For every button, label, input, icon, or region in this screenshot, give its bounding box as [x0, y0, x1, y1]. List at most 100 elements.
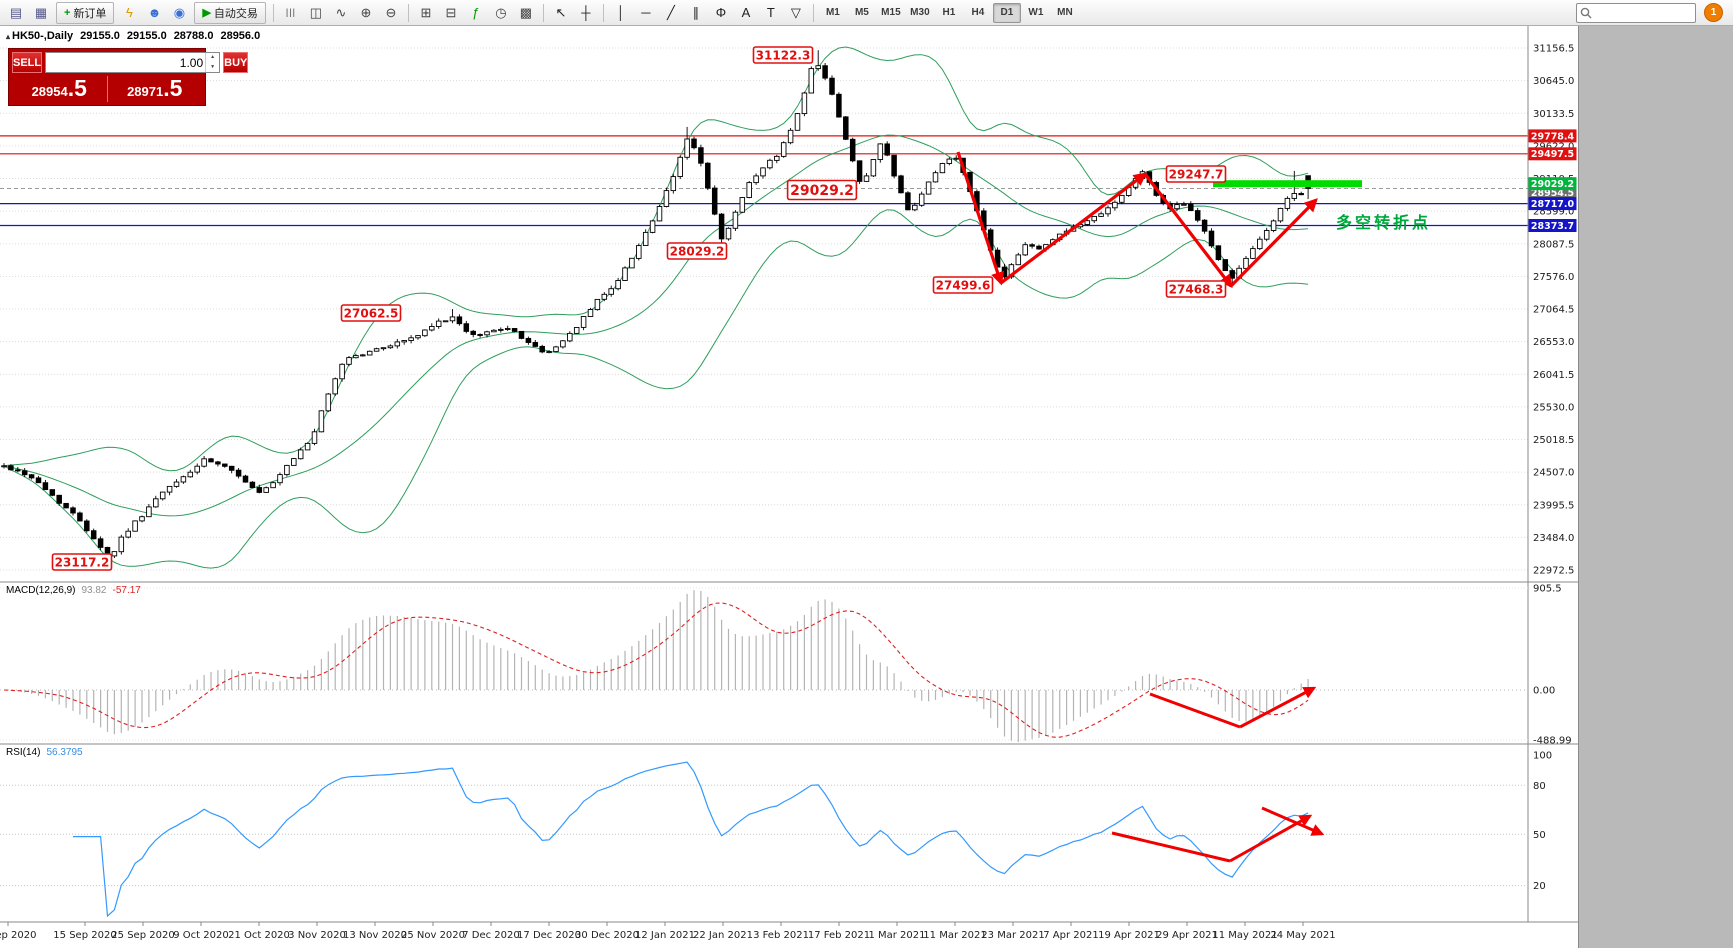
- timeframe-m15[interactable]: M15: [881, 7, 901, 18]
- price-tick-label: 25018.5: [1533, 435, 1574, 446]
- profiles-icon[interactable]: ▦: [34, 5, 48, 20]
- text-label-icon[interactable]: T: [766, 5, 775, 20]
- volume-field: ▲ ▼: [45, 52, 221, 73]
- periods-icon[interactable]: ◷: [495, 5, 507, 20]
- macd-axis-label: -488.99: [1533, 736, 1572, 747]
- volume-down-icon[interactable]: ▼: [210, 63, 216, 70]
- new-order-button-label: 新订单: [73, 7, 107, 20]
- date-label: 23 Mar 2021: [981, 930, 1044, 941]
- price-chart[interactable]: 31122.3 29247.7 29029.2 28029.2 27062.5 27499…: [0, 26, 1578, 948]
- indicator-arrow[interactable]: [1239, 686, 1317, 729]
- autotrading-button-label: 自动交易: [213, 7, 258, 20]
- svg-text:29778.4: 29778.4: [1531, 131, 1575, 142]
- alerts-icon[interactable]: ϟ: [125, 5, 133, 20]
- price-tick-label: 22972.5: [1533, 566, 1574, 577]
- notification-badge[interactable]: 1: [1704, 3, 1723, 22]
- indicator-arrow[interactable]: [1149, 692, 1241, 729]
- bar-chart-icon[interactable]: |||: [285, 7, 296, 17]
- search-input[interactable]: [1594, 5, 1692, 20]
- new-chart-icon[interactable]: ▤: [9, 5, 23, 20]
- timeframe-w1[interactable]: W1: [1028, 7, 1044, 18]
- macd-signal-value: -57.17: [112, 585, 141, 596]
- date-label: 7 Dec 2020: [462, 930, 520, 941]
- svg-text:29247.7: 29247.7: [1169, 167, 1224, 181]
- rsi-header: RSI(14) 56.3795: [6, 747, 89, 758]
- market-icon[interactable]: ◉: [173, 5, 186, 20]
- autotrading-button[interactable]: ▶ 自动交易: [194, 1, 266, 24]
- arrows-icon[interactable]: ▽: [790, 5, 801, 20]
- chart-window: 31122.3 29247.7 29029.2 28029.2 27062.5 27499…: [0, 26, 1578, 948]
- sell-button[interactable]: SELL: [12, 52, 43, 73]
- timeframe-d1[interactable]: D1: [992, 2, 1021, 23]
- price-annotation[interactable]: 31122.3: [752, 46, 814, 64]
- timeframe-m1[interactable]: M1: [825, 7, 840, 18]
- line-chart-icon[interactable]: ∿: [335, 5, 347, 20]
- trendline-icon[interactable]: ╱: [666, 5, 675, 20]
- indicator-arrow[interactable]: [1111, 831, 1231, 863]
- date-label: 9 Oct 2020: [173, 930, 228, 941]
- price-annotation[interactable]: 27468.3: [1165, 280, 1227, 298]
- volume-stepper[interactable]: ▲ ▼: [205, 53, 219, 72]
- price-annotation[interactable]: 28029.2: [666, 242, 728, 260]
- price-tick-label: 25530.0: [1533, 402, 1574, 413]
- candlestick-chart-icon[interactable]: ◫: [309, 5, 323, 20]
- trend-arrows-layer[interactable]: [956, 151, 1318, 289]
- horizontal-line-icon[interactable]: ─: [641, 5, 651, 20]
- community-icon[interactable]: ☻: [147, 5, 162, 20]
- toolbar-right: 1: [1576, 2, 1733, 23]
- ohlc-low: 28788.0: [173, 30, 214, 42]
- buy-price[interactable]: 28971.5: [108, 76, 203, 102]
- price-annotation[interactable]: 29029.2: [786, 179, 858, 201]
- timeframe-m5[interactable]: M5: [854, 7, 869, 18]
- timeframe-h4[interactable]: H4: [971, 7, 985, 18]
- equidistant-channel-icon[interactable]: ∥: [692, 5, 700, 20]
- cursor-icon[interactable]: ↖: [555, 5, 567, 20]
- rsi-axis-label: 80: [1533, 781, 1546, 792]
- crosshair-icon[interactable]: ┼: [581, 5, 591, 20]
- date-label: 24 May 2021: [1270, 930, 1335, 941]
- sell-price-main: 28954: [31, 84, 68, 99]
- volume-up-icon[interactable]: ▲: [210, 54, 216, 61]
- price-tick-label: 26041.5: [1533, 370, 1574, 381]
- text-icon[interactable]: A: [741, 5, 751, 20]
- search-icon: [1580, 7, 1592, 18]
- rsi-axis-label: 100: [1533, 751, 1552, 762]
- fibonacci-icon[interactable]: Φ: [715, 5, 727, 20]
- price-tick-label: 29622.0: [1533, 141, 1574, 152]
- new-order-button-icon: +: [64, 6, 71, 19]
- price-annotation[interactable]: 27499.6: [932, 276, 994, 294]
- buy-button[interactable]: BUY: [223, 52, 249, 73]
- buy-price-main: 28971: [127, 84, 164, 99]
- pivot-highlight-segment[interactable]: [1213, 180, 1362, 188]
- note-text[interactable]: 多空转折点: [1336, 213, 1431, 232]
- autotrading-button-icon: ▶: [202, 7, 211, 19]
- new-order-button[interactable]: + 新订单: [56, 1, 115, 24]
- tile-windows-icon[interactable]: ⊞: [420, 5, 432, 20]
- volume-input[interactable]: [46, 53, 206, 72]
- date-label: 17 Dec 2020: [517, 930, 581, 941]
- price-annotation[interactable]: 23117.2: [51, 553, 113, 571]
- zoom-in-icon[interactable]: ⊕: [360, 5, 372, 20]
- indicator-arrow[interactable]: [1261, 806, 1325, 836]
- price-level-label: 29029.2: [1528, 177, 1577, 191]
- sell-price[interactable]: 28954.5: [12, 76, 108, 102]
- timeframe-mn[interactable]: MN: [1057, 7, 1073, 18]
- vertical-line-icon[interactable]: │: [616, 5, 625, 20]
- date-label: 1 Mar 2021: [868, 930, 925, 941]
- zoom-out-icon[interactable]: ⊖: [385, 5, 397, 20]
- timeframe-h1[interactable]: H1: [942, 7, 956, 18]
- timeframe-m30[interactable]: M30: [910, 7, 930, 18]
- ohlc-high: 29155.0: [126, 30, 167, 42]
- price-level-label: 29778.4: [1528, 129, 1577, 143]
- indicators-icon[interactable]: ƒ: [472, 5, 480, 20]
- search-box[interactable]: [1576, 2, 1696, 23]
- price-annotation[interactable]: 27062.5: [340, 304, 402, 322]
- bollinger-bands-layer: [3, 46, 1309, 569]
- price-tick-label: 27576.0: [1533, 272, 1574, 283]
- one-click-trading-panel: SELL ▲ ▼ BUY 28954.5 28971.5: [8, 48, 249, 106]
- templates-icon[interactable]: ▩: [519, 5, 533, 20]
- price-annotation[interactable]: 29247.7: [1165, 165, 1227, 183]
- auto-arrange-icon[interactable]: ⊟: [445, 5, 457, 20]
